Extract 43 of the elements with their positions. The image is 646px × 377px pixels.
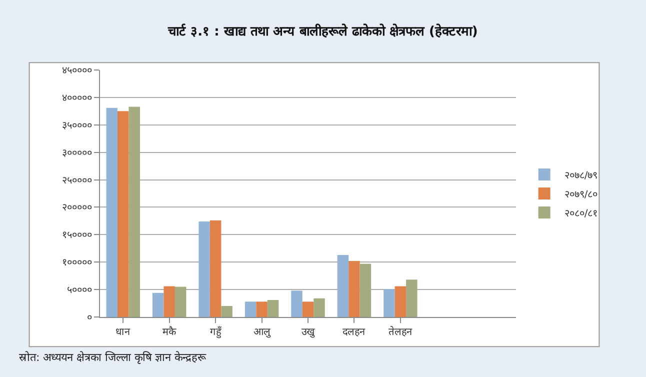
legend-label: २०७८/७९ [564,170,598,182]
bar [256,302,268,317]
y-tick-label: २००००० [62,202,92,214]
bar [267,300,279,317]
x-tick-label: धान [116,327,131,338]
legend-label: २०८०/८१ [564,208,598,220]
y-tick-label: ३००००० [62,148,92,159]
x-tick-label: आलु [253,327,272,338]
bar [244,302,256,317]
y-tick-label: ० [87,312,92,324]
y-tick-label: १५०००० [62,230,92,242]
bar [384,289,395,317]
bar [106,108,118,317]
bar [128,106,140,317]
bar [174,286,186,317]
y-tick-label: ४००००० [62,92,92,104]
bar [291,290,302,317]
bar [406,280,418,317]
bar [164,286,175,317]
y-tick-label: २५०००० [62,175,92,186]
bar [337,254,349,317]
bar [394,286,406,317]
bar [302,302,314,317]
y-tick-label: १००००० [62,258,92,269]
bar [221,306,232,317]
y-tick-label: ४५०००० [62,66,92,76]
chart-title: चार्ट ३.१ : खाद्य तथा अन्य बालीहरूले ढाकेको क्षेत्रफल (हेक्टरमा) [167,23,478,40]
x-tick-label: दलहन [342,327,366,338]
bar [360,264,372,317]
bar [348,261,360,317]
bar [152,292,164,317]
x-tick-label: मकै [162,326,176,338]
x-tick-label: तेलहन [388,326,412,338]
legend-label: २०७९/८० [564,189,598,200]
bar [198,221,210,317]
text: स्रोत: अध्ययन क्षेत्रका जिल्ला कृषि ज्ञान केन्द्रहरू [19,351,207,364]
y-tick-label: ३५०००० [62,120,92,132]
bar [210,220,222,317]
bar [117,111,129,317]
x-tick-label: उखु [302,327,316,338]
x-tick-label: गहुँ [210,326,222,339]
bar [314,298,325,317]
y-tick-label: ५०००० [67,285,92,296]
